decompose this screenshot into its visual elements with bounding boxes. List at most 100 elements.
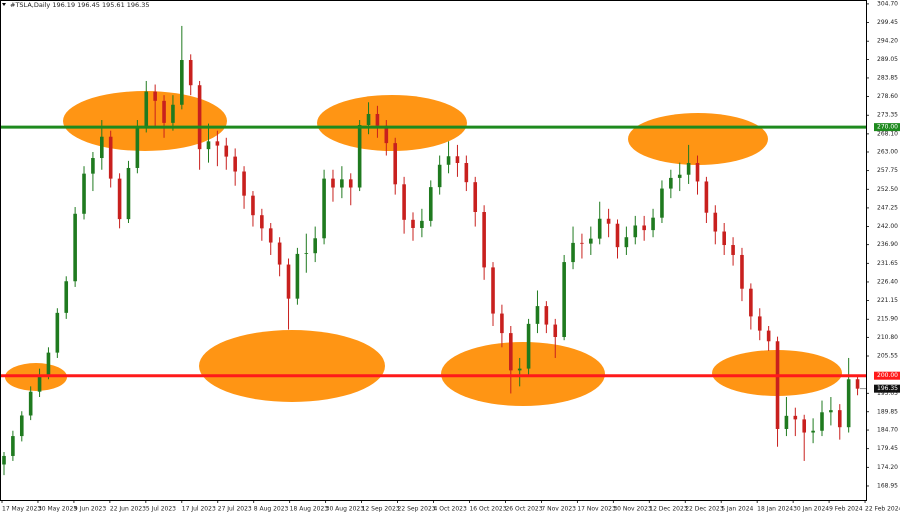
x-tick-label: 22 Feb 2024 [865, 506, 900, 513]
candle-body [669, 177, 673, 189]
candle-body [251, 195, 255, 216]
candle-body [91, 158, 95, 174]
candle-body [366, 113, 371, 125]
candle-body [589, 238, 593, 244]
y-tick-label: 247.25 [877, 204, 898, 211]
candle-body [740, 254, 744, 289]
candle-body [64, 281, 69, 313]
x-tick-label: 9 Feb 2024 [829, 506, 863, 513]
y-tick-label: 273.35 [877, 112, 898, 119]
candle-body [197, 85, 202, 150]
level-label: 270.00 [877, 124, 898, 131]
candle-body [233, 156, 237, 172]
candle-body [677, 174, 682, 178]
candle-body [304, 253, 309, 254]
menu-arrow [2, 3, 6, 6]
candle-body [597, 218, 602, 239]
x-tick-label: 22 Sep 2023 [398, 506, 436, 513]
candle-body [384, 125, 389, 144]
x-tick-label: 4 Oct 2023 [434, 506, 467, 513]
candle-body [722, 231, 726, 246]
candle-body [784, 415, 789, 429]
x-tick-label: 5 Jul 2023 [146, 506, 176, 513]
y-tick-label: 242.00 [877, 223, 898, 230]
last-price-label: 196.35 [877, 385, 898, 392]
candle-body [224, 145, 229, 157]
y-tick-label: 304.70 [877, 0, 898, 7]
candle-body [580, 242, 584, 244]
candle-body [446, 156, 451, 165]
candle-body [357, 125, 362, 188]
candle-body [313, 238, 317, 254]
y-tick-label: 257.75 [877, 167, 898, 174]
level-label: 200.00 [877, 372, 898, 379]
x-tick-label: 8 Aug 2023 [254, 506, 289, 513]
candle-body [855, 379, 860, 389]
candle-body [126, 167, 131, 220]
y-tick-label: 283.85 [877, 74, 898, 81]
candle-body [660, 188, 664, 218]
candle-body [55, 312, 60, 353]
candle-body [544, 306, 549, 325]
candle-body [766, 330, 771, 342]
candle-body [420, 220, 424, 228]
level-label-box [874, 123, 900, 132]
candle-body [437, 164, 442, 188]
candle-body [322, 178, 326, 239]
candle-body [28, 391, 33, 416]
candle-body [402, 184, 406, 220]
candle-body [11, 436, 15, 456]
candle-body [428, 187, 433, 221]
candle-body [348, 179, 353, 188]
x-tick-label: 30 Aug 2023 [326, 506, 365, 513]
candle-body [188, 60, 193, 86]
candle-body [793, 415, 798, 420]
y-tick-label: 195.05 [877, 390, 898, 397]
candle-body [837, 410, 842, 428]
candle-body [393, 143, 398, 185]
x-tick-label: 16 Oct 2023 [469, 506, 506, 513]
candle-body [73, 213, 77, 282]
candle-body [562, 262, 566, 338]
candle-body [473, 182, 478, 213]
x-tick-label: 22 Jun 2023 [110, 506, 146, 513]
candle-body [260, 215, 264, 229]
x-tick-label: 18 Jan 2024 [757, 506, 793, 513]
candle-body [455, 156, 460, 163]
x-tick-label: 22 Dec 2023 [685, 506, 724, 513]
candle-body [46, 352, 51, 375]
y-tick-label: 294.20 [877, 38, 898, 45]
plot-frame [0, 0, 867, 501]
y-tick-label: 168.95 [877, 482, 898, 489]
candle-body [517, 368, 522, 371]
candle-body [162, 100, 166, 123]
y-tick-label: 289.05 [877, 56, 898, 63]
candle-body [500, 313, 504, 334]
candle-body [829, 410, 833, 413]
highlight-zones [5, 91, 842, 406]
y-tick-label: 179.45 [877, 445, 898, 452]
y-tick-label: 299.45 [877, 19, 898, 26]
y-tick-label: 236.90 [877, 241, 898, 248]
y-tick-label: 268.10 [877, 130, 898, 137]
x-tick-label: 30 May 2023 [38, 506, 77, 513]
x-tick-label: 12 Dec 2023 [649, 506, 688, 513]
zone [199, 330, 385, 402]
y-tick-label: 221.15 [877, 297, 898, 304]
candle-body [206, 141, 211, 150]
candle-body [775, 341, 780, 429]
candle-body [144, 91, 149, 128]
zone [441, 342, 605, 406]
candle-body [686, 162, 691, 175]
candle-body [820, 412, 824, 431]
x-tick-label: 17 May 2023 [2, 506, 41, 513]
y-tick-label: 226.40 [877, 278, 898, 285]
candle-body [802, 419, 807, 433]
zone [317, 95, 467, 151]
x-tick-label: 30 Jan 2024 [793, 506, 829, 513]
candle-body [571, 242, 575, 263]
candle-body [811, 430, 815, 433]
candle-body [277, 242, 282, 265]
candle-body [117, 178, 122, 220]
x-tick-label: 12 Sep 2023 [362, 506, 400, 513]
